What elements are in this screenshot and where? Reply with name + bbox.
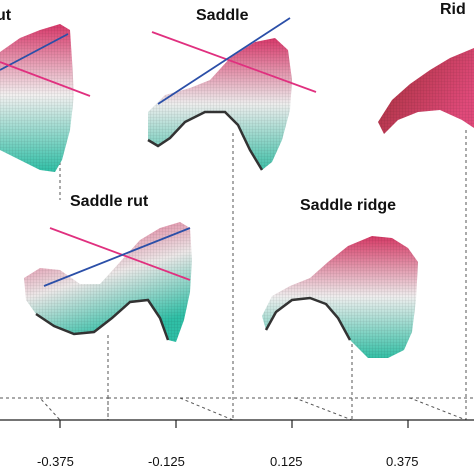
saddle-rut-principal-line-pink [49,227,191,281]
rut-principal-line-pink [0,61,91,97]
tick-label-pos-0125: 0.125 [270,454,303,469]
rut-surface [0,24,91,172]
saddle-rut-principal-line-blue [43,227,191,287]
rut-principal-line-blue [0,33,69,71]
saddle-principal-line-blue [157,17,291,105]
tick-label-neg-0125: -0.125 [148,454,185,469]
ridge-surface [378,48,474,134]
saddle-rut-surface [24,222,192,342]
saddle-surface [147,17,317,171]
rut-label: ut [0,7,12,24]
shape-index-axis: -0.375 -0.125 0.125 0.375 [0,419,474,469]
saddle-ridge-label: Saddle ridge [300,197,396,214]
saddle-label: Saddle [196,7,249,24]
ridge-label: Rid [440,1,466,18]
saddle-principal-line-pink [151,31,317,93]
tick-label-pos-0375: 0.375 [386,454,419,469]
guide-lines [0,130,474,421]
saddle-rut-label: Saddle rut [70,193,149,210]
tick-label-neg-0375: -0.375 [37,454,74,469]
saddle-ridge-surface [262,236,418,358]
